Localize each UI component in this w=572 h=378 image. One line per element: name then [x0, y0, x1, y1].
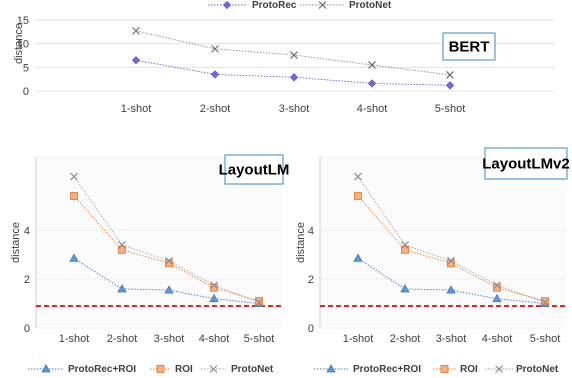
y-tick-label: 4 — [308, 225, 314, 237]
data-point-0-3 — [492, 293, 502, 303]
title-box — [484, 147, 568, 180]
x-tick-label: 2-shot — [390, 333, 421, 345]
legend-label: ROI — [175, 364, 193, 375]
data-point-2-2 — [165, 256, 173, 265]
legend-label: ProtoRec — [252, 0, 297, 11]
data-point-1-2 — [290, 51, 298, 59]
data-point-2-2 — [447, 256, 455, 265]
legend-marker-0 — [326, 364, 336, 373]
legend-label: ROI — [460, 364, 478, 375]
data-point-1-3 — [493, 283, 501, 292]
data-point-0-2 — [164, 285, 174, 294]
legend-marker-1 — [156, 365, 165, 373]
legend-label: ProtoNet — [516, 364, 559, 375]
series-line-0 — [135, 59, 451, 86]
x-tick-label: 3-shot — [279, 103, 310, 115]
legend-marker-0 — [41, 364, 51, 373]
y-tick-label: 2 — [24, 274, 30, 286]
data-point-0-1 — [117, 284, 127, 293]
x-tick-label: 4-shot — [482, 333, 513, 345]
data-point-2-4 — [255, 298, 263, 307]
legend-marker-2 — [495, 365, 503, 373]
chart-title: LayoutLM — [219, 162, 290, 179]
data-point-1-1 — [118, 245, 126, 254]
title-box — [442, 32, 496, 61]
legend-marker-1 — [440, 365, 449, 373]
legend-label: ProtoRec+ROI — [353, 364, 421, 375]
y-axis-label: distance — [13, 23, 25, 64]
plot-area — [36, 157, 281, 328]
data-point-1-4 — [541, 297, 549, 306]
y-tick-label: 10 — [17, 39, 29, 51]
y-tick-label: 0 — [24, 323, 30, 335]
y-tick-label: 15 — [17, 15, 29, 27]
x-tick-label: 4-shot — [357, 103, 388, 115]
y-tick-label: 2 — [308, 274, 314, 286]
data-point-1-3 — [368, 61, 376, 69]
y-tick-label: 4 — [24, 225, 30, 237]
data-point-1-0 — [132, 26, 140, 35]
y-tick-label: 0 — [308, 323, 314, 335]
data-point-0-3 — [367, 79, 377, 88]
x-tick-label: 5-shot — [435, 103, 466, 115]
x-tick-label: 3-shot — [436, 333, 467, 345]
data-point-2-3 — [493, 281, 501, 290]
chart-panel-0: 0 5 10 15 1-shot 2-shot 3-shot 4-shot 5-shot dist… — [13, 0, 555, 115]
data-point-1-4 — [446, 70, 454, 79]
data-point-0-0 — [131, 56, 141, 65]
x-tick-label: 5-shot — [530, 333, 561, 345]
legend-marker-1 — [318, 1, 327, 9]
data-point-0-1 — [210, 70, 220, 79]
x-tick-label: 2-shot — [107, 333, 138, 345]
data-point-1-0 — [70, 192, 78, 201]
x-tick-label: 4-shot — [199, 333, 230, 345]
plot-area — [320, 157, 566, 328]
legend-label: ProtoNet — [349, 0, 392, 11]
chart-title: LayoutLMv2 — [482, 156, 570, 173]
legend-label: ProtoNet — [231, 364, 274, 375]
x-tick-label: 3-shot — [154, 333, 185, 345]
title-box — [224, 154, 284, 185]
data-point-2-1 — [401, 241, 409, 249]
data-point-0-2 — [289, 73, 299, 82]
legend-marker-2 — [209, 365, 218, 373]
data-point-1-3 — [210, 283, 218, 292]
y-tick-label: 0 — [23, 86, 29, 98]
data-point-1-4 — [255, 297, 263, 306]
x-tick-label: 2-shot — [200, 103, 231, 115]
x-tick-label: 1-shot — [121, 103, 152, 115]
series-line-1 — [135, 30, 451, 76]
x-tick-label: 1-shot — [59, 333, 90, 345]
data-point-0-3 — [209, 293, 219, 303]
chart-panel-1: 0 2 4 1-shot 2-shot 3-shot 4-shot 5-shot distanc… — [10, 154, 290, 375]
data-point-2-0 — [354, 172, 362, 181]
legend-label: ProtoRec+ROI — [68, 364, 136, 375]
data-point-1-1 — [211, 44, 219, 53]
y-axis-label: distance — [10, 222, 22, 263]
data-point-2-1 — [118, 241, 126, 249]
y-axis-label: distance — [295, 222, 307, 263]
series-line-2 — [357, 176, 546, 303]
data-point-0-0 — [353, 253, 363, 262]
data-point-2-4 — [541, 298, 549, 307]
x-tick-label: 5-shot — [244, 333, 275, 345]
y-tick-label: 5 — [23, 62, 29, 74]
chart-title: BERT — [449, 39, 490, 56]
chart-panel-2: 0 2 4 1-shot 2-shot 3-shot 4-shot 5-shot distanc… — [295, 147, 570, 375]
data-point-1-2 — [447, 259, 455, 268]
legend-marker-0 — [222, 0, 232, 10]
data-point-0-0 — [69, 253, 79, 262]
data-point-1-1 — [401, 245, 409, 254]
data-point-2-0 — [70, 172, 78, 181]
x-tick-label: 1-shot — [343, 333, 374, 345]
data-point-0-2 — [446, 285, 456, 294]
data-point-0-1 — [400, 284, 410, 293]
data-point-1-2 — [165, 259, 173, 268]
data-point-2-3 — [210, 281, 218, 290]
data-point-1-0 — [354, 192, 362, 201]
data-point-0-4 — [445, 81, 455, 90]
